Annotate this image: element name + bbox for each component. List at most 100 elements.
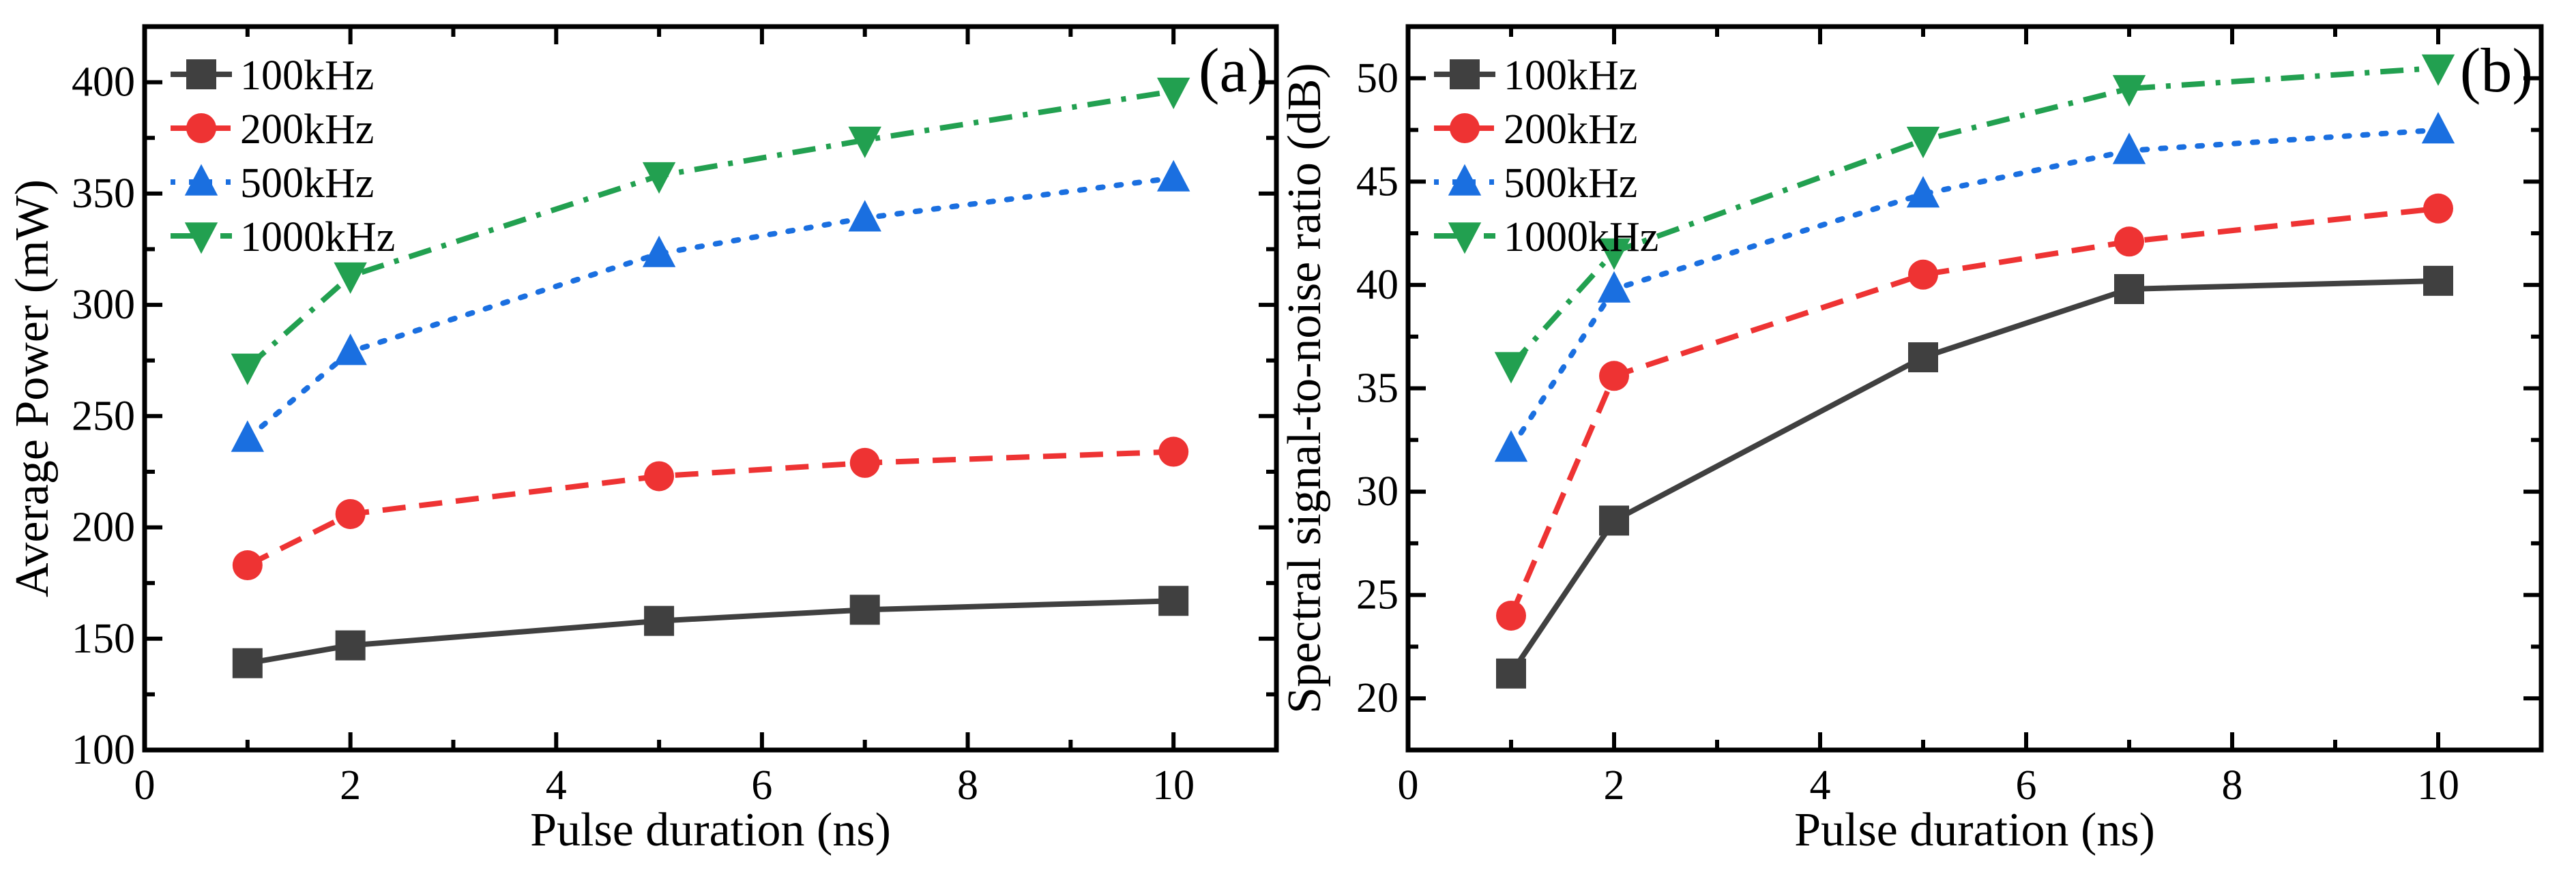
data-point <box>1158 436 1189 467</box>
data-point <box>1597 271 1631 303</box>
x-tick-label: 8 <box>957 762 978 809</box>
legend-marker <box>184 222 218 254</box>
panel-a: 0 2 4 6 8 10 100 150 200 250 300 350 400 Pulse durati… <box>6 24 1279 856</box>
panel-label: (b) <box>2460 35 2533 105</box>
data-point <box>1494 430 1528 462</box>
legend-label: 1000kHz <box>240 214 395 260</box>
data-point <box>335 498 366 529</box>
data-point <box>334 262 367 295</box>
data-point <box>644 461 675 492</box>
data-point <box>1908 342 1938 373</box>
data-point <box>1496 658 1526 689</box>
data-point <box>2423 265 2453 296</box>
y-tick-label: 100 <box>72 727 135 773</box>
y-axis-title: Average Power (mW) <box>6 179 59 597</box>
legend-item: 1000kHz <box>1434 214 1658 260</box>
series-1000kHz <box>1494 54 2455 384</box>
panel-label: (a) <box>1199 35 1268 105</box>
series-line <box>246 449 1174 568</box>
y-tick-label: 20 <box>1356 675 1399 721</box>
legend-item: 100kHz <box>171 52 374 99</box>
data-point <box>644 605 675 636</box>
series-100kHz <box>1496 265 2453 689</box>
y-tick-label: 400 <box>72 59 135 106</box>
data-point <box>231 353 265 385</box>
y-tick-label: 350 <box>72 170 135 217</box>
panel-b: 0 2 4 6 8 10 20 25 30 35 40 45 50 Pulse duration (ns)… <box>1278 24 2544 856</box>
y-tick-label: 25 <box>1356 572 1399 618</box>
series-line <box>1509 65 2439 368</box>
x-tick-label: 2 <box>1604 762 1625 809</box>
legend-label: 100kHz <box>1504 52 1637 99</box>
legend-label: 100kHz <box>240 52 374 99</box>
data-point <box>848 200 881 232</box>
data-point <box>2114 226 2144 257</box>
legend-item: 500kHz <box>1434 160 1637 207</box>
y-tick-label: 250 <box>72 393 135 439</box>
data-point <box>232 550 263 581</box>
series-line <box>1508 205 2439 617</box>
series-1000kHz <box>231 77 1190 385</box>
data-point <box>849 595 880 625</box>
data-point <box>2114 273 2144 304</box>
legend-label: 1000kHz <box>1504 214 1658 260</box>
series-line <box>247 598 1174 666</box>
x-tick-label: 10 <box>1152 762 1195 809</box>
legend-marker <box>1450 59 1480 89</box>
legend-label: 200kHz <box>1504 106 1637 153</box>
x-tick-label: 0 <box>1398 762 1419 809</box>
series-200kHz <box>232 436 1189 581</box>
data-point <box>1597 238 1631 270</box>
data-point <box>849 447 880 478</box>
data-point <box>1156 160 1190 192</box>
y-tick-label: 35 <box>1356 365 1399 412</box>
data-point <box>1906 126 1940 159</box>
x-tick-label: 2 <box>340 762 361 809</box>
series-500kHz <box>1494 112 2455 462</box>
data-point <box>2423 193 2453 224</box>
legend-item: 500kHz <box>171 160 374 207</box>
data-point <box>642 235 676 267</box>
data-point <box>1906 176 1940 208</box>
data-point <box>1908 259 1938 290</box>
data-point <box>2112 75 2146 107</box>
x-tick-label: 6 <box>751 762 772 809</box>
series-line <box>1508 278 2439 676</box>
legend-item: 200kHz <box>1434 106 1637 153</box>
x-tick-label: 10 <box>2417 762 2459 809</box>
y-axis-title: Spectral signal-to-noise ratio (dB) <box>1278 63 1331 713</box>
data-point <box>848 126 881 158</box>
y-tick-label: 30 <box>1356 468 1399 515</box>
data-point <box>1494 352 1528 384</box>
legend-marker <box>1448 222 1482 254</box>
legend-label: 500kHz <box>1504 160 1637 207</box>
legend-item: 100kHz <box>1434 52 1637 99</box>
y-tick-label: 300 <box>72 282 135 328</box>
data-point <box>334 333 367 365</box>
y-tick-label: 50 <box>1356 55 1399 102</box>
x-axis-title: Pulse duration (ns) <box>530 804 891 856</box>
data-point <box>231 420 265 452</box>
legend-item: 1000kHz <box>171 214 395 260</box>
y-tick-label: 40 <box>1356 262 1399 308</box>
legend-marker <box>186 113 216 143</box>
legend-marker <box>1448 164 1482 196</box>
legend-marker <box>184 164 218 196</box>
x-tick-label: 4 <box>546 762 567 809</box>
legend-marker <box>186 59 216 89</box>
legend-label: 200kHz <box>240 106 374 153</box>
x-tick-label: 4 <box>1810 762 1831 809</box>
series-200kHz <box>1496 193 2453 631</box>
x-tick-label: 0 <box>134 762 156 809</box>
x-axis-title: Pulse duration (ns) <box>1794 804 2155 856</box>
data-point <box>232 648 263 678</box>
legend-label: 500kHz <box>240 160 374 207</box>
series-100kHz <box>232 586 1189 678</box>
data-point <box>1599 361 1629 391</box>
y-tick-label: 200 <box>72 505 135 551</box>
data-point <box>1496 600 1526 631</box>
y-tick-label: 45 <box>1356 158 1399 205</box>
data-point <box>2421 54 2455 87</box>
data-point <box>1158 586 1189 616</box>
